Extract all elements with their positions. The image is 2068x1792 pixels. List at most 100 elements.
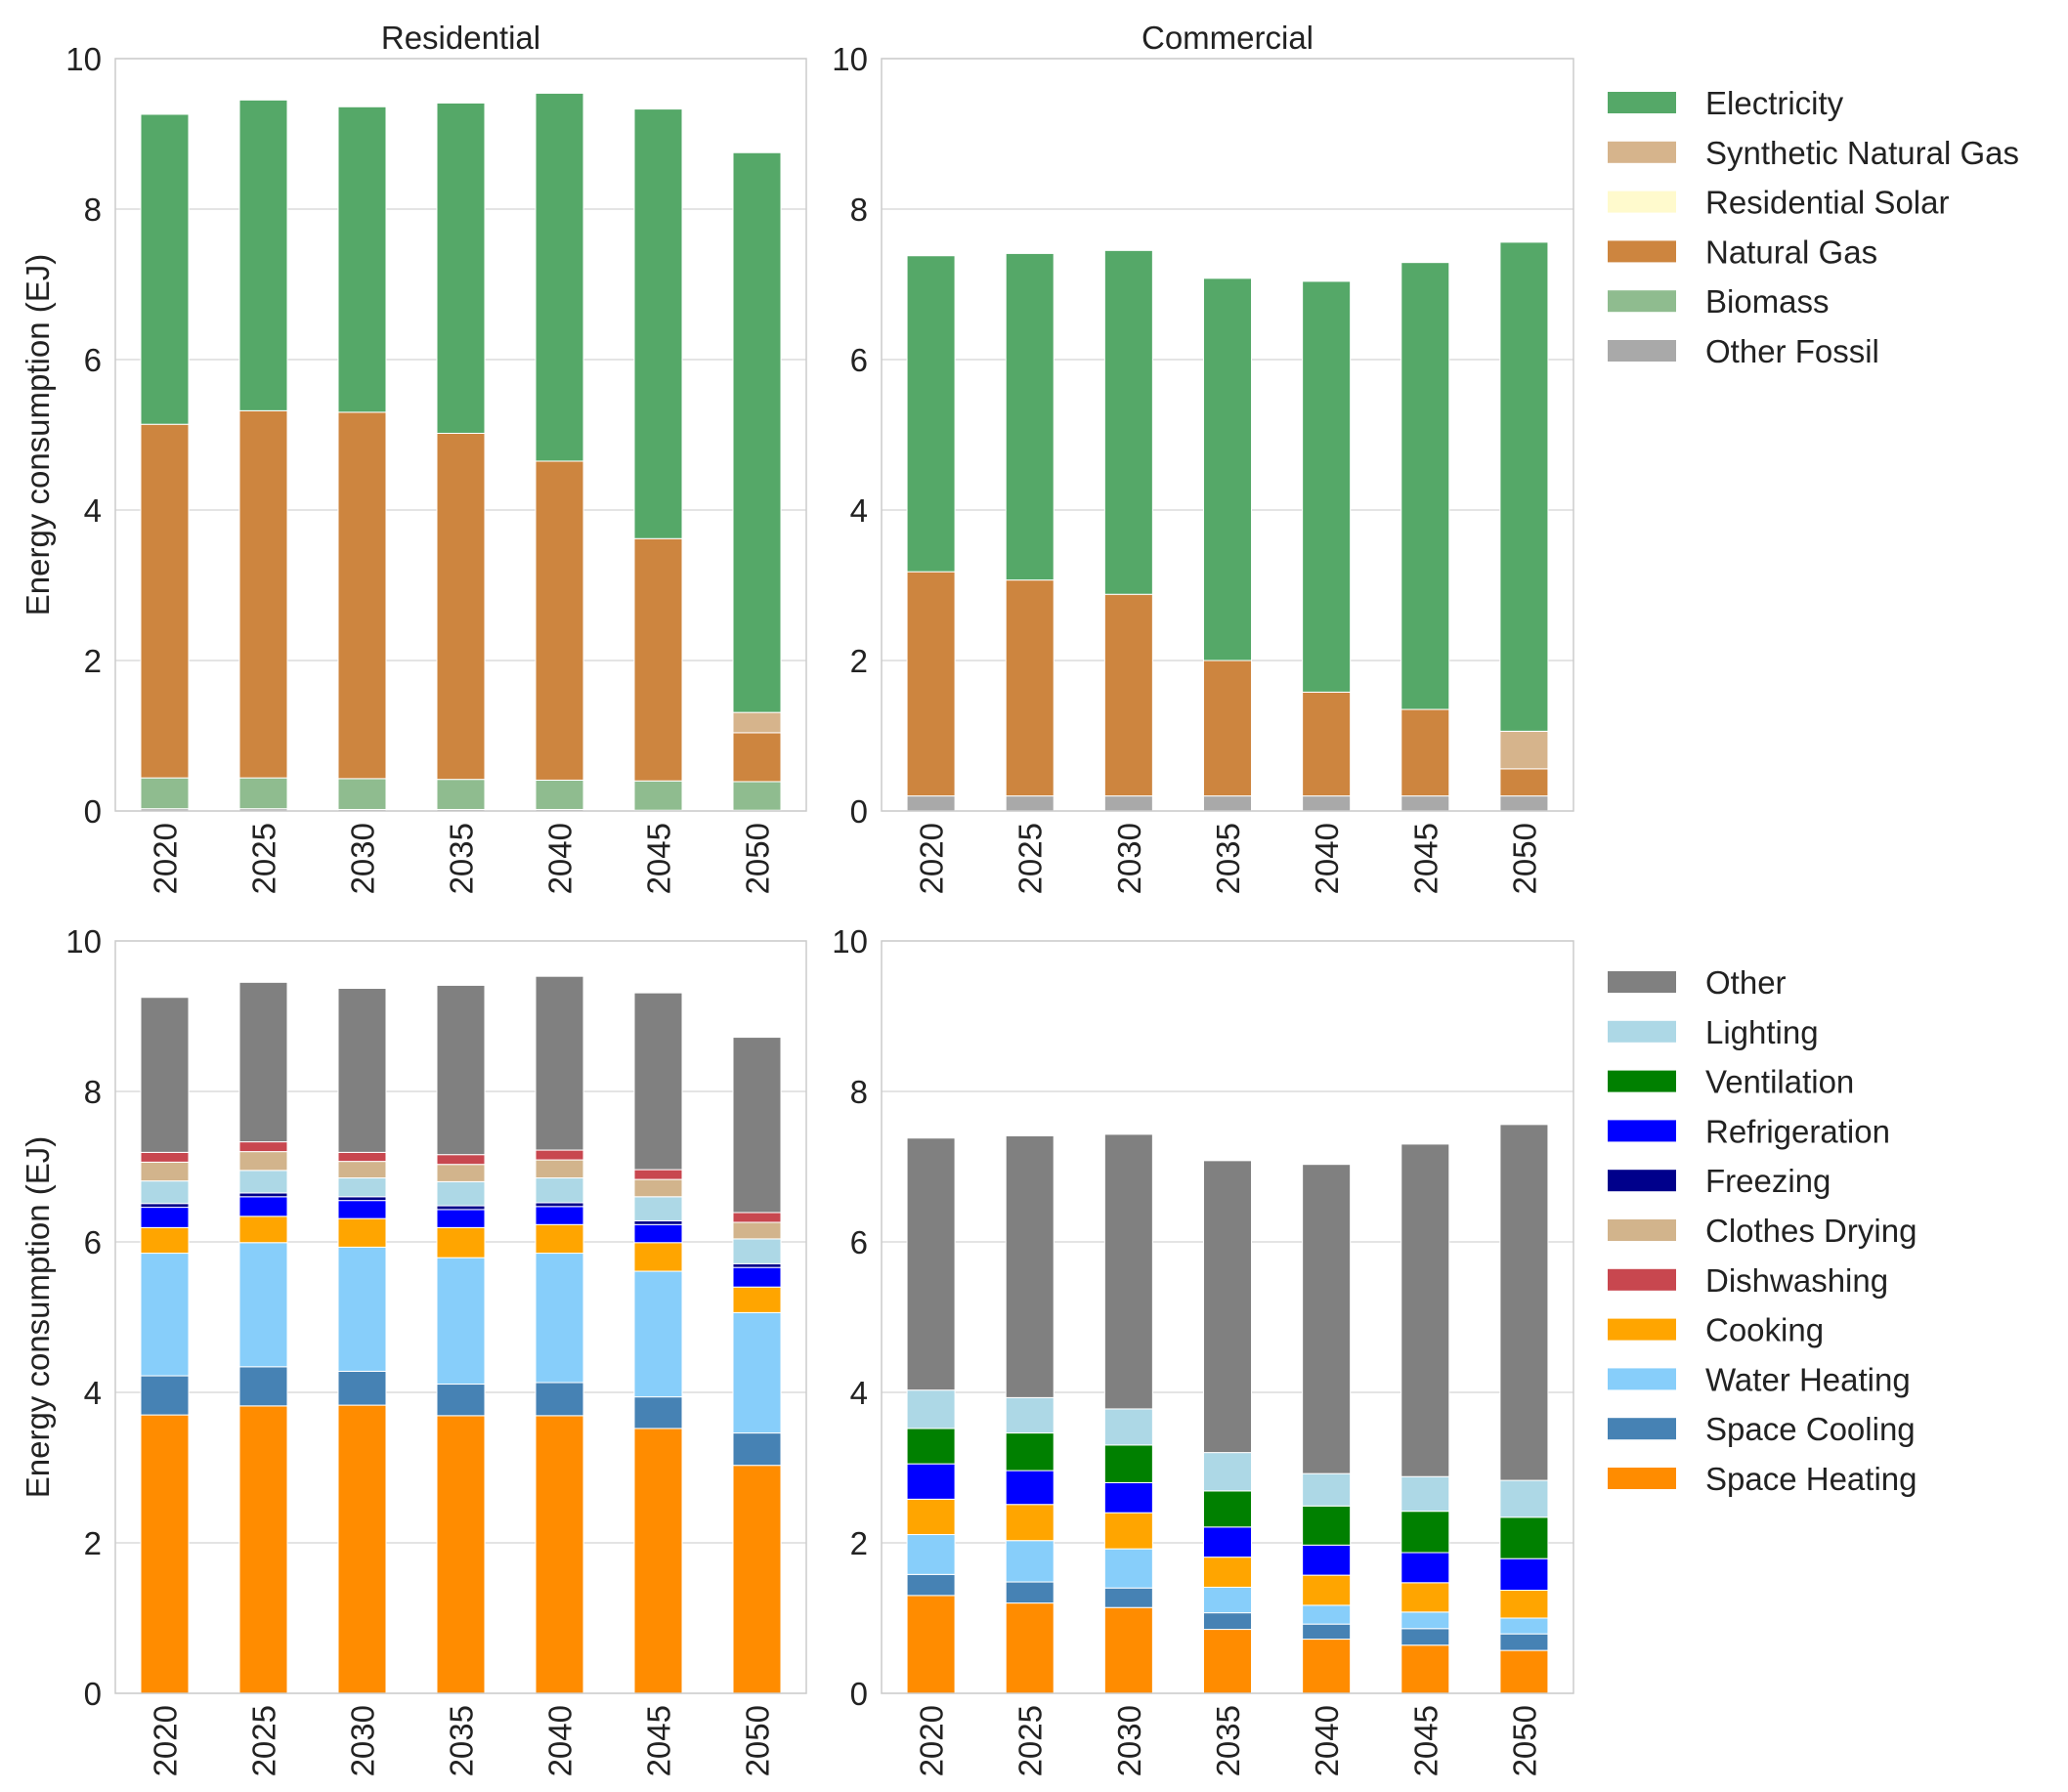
bar-segment-water-heating bbox=[1302, 1604, 1352, 1625]
bar-segment-refrigeration bbox=[906, 1463, 956, 1500]
bar-segment-space-heating bbox=[436, 1415, 486, 1694]
panel-commercial-enduse: 0 2 4 6 8 10 2020 2025 2030 2035 2040 2045 2050 bbox=[832, 923, 1574, 1776]
x-tick-label: 2030 bbox=[1111, 1705, 1147, 1776]
legend-label-other: Other bbox=[1705, 964, 1787, 1001]
x-tick-label: 2020 bbox=[148, 1705, 184, 1776]
y-tick-label: 10 bbox=[832, 923, 868, 960]
y-tick-label: 10 bbox=[65, 923, 102, 960]
bar-segment-biomass bbox=[535, 779, 584, 810]
legend-swatch-refrigeration bbox=[1608, 1120, 1676, 1142]
bar-segment-cooking bbox=[535, 1223, 584, 1255]
legend-swatch-space-heating bbox=[1608, 1468, 1676, 1489]
bar-segment-electricity bbox=[436, 102, 486, 434]
bar-segment-water-heating bbox=[436, 1257, 486, 1386]
bar-segment-lighting bbox=[1400, 1475, 1450, 1513]
bar-segment-dishwashing bbox=[633, 1169, 683, 1180]
y-tick-label: 2 bbox=[84, 1525, 102, 1561]
bar-segment-electricity bbox=[906, 255, 956, 573]
bar-segment-biomass bbox=[238, 777, 288, 810]
bar-segment-other-fossil bbox=[1302, 795, 1352, 812]
bar-segment-lighting bbox=[140, 1180, 190, 1205]
bar-segment-freezing bbox=[732, 1262, 782, 1268]
legend-swatch-freezing bbox=[1608, 1170, 1676, 1192]
legend-swatch-water-heating bbox=[1608, 1368, 1676, 1390]
bar-segment-space-heating bbox=[238, 1405, 288, 1694]
legend-swatch-ventilation bbox=[1608, 1070, 1676, 1092]
bar-segment-space-heating bbox=[1400, 1644, 1450, 1694]
bar-segment-electricity bbox=[535, 92, 584, 462]
y-tick-label: 10 bbox=[832, 41, 868, 77]
bar-segment-other bbox=[1302, 1164, 1352, 1474]
bar-segment-natural-gas bbox=[140, 423, 190, 779]
bar-segment-lighting bbox=[436, 1180, 486, 1207]
y-tick-label: 6 bbox=[850, 342, 868, 378]
y-tick-label: 6 bbox=[84, 1224, 102, 1260]
bar-segment-clothes-drying bbox=[535, 1159, 584, 1179]
legend-swatch-other-fossil bbox=[1608, 340, 1676, 362]
bar-segment-other-fossil bbox=[1499, 795, 1549, 812]
x-tick-label: 2020 bbox=[148, 823, 184, 894]
bar-segment-refrigeration bbox=[633, 1223, 683, 1244]
bar-segment-ventilation bbox=[1203, 1490, 1252, 1528]
bar-segment-cooking bbox=[732, 1286, 782, 1313]
bar-segment-cooking bbox=[238, 1216, 288, 1244]
bar-segment-electricity bbox=[140, 113, 190, 425]
bar-segment-natural-gas bbox=[1499, 768, 1549, 797]
bar-segment-clothes-drying bbox=[140, 1161, 190, 1182]
bar-segment-other-fossil bbox=[1203, 795, 1252, 812]
bar-segment-lighting bbox=[906, 1389, 956, 1429]
y-tick-label: 6 bbox=[84, 342, 102, 378]
bar-segment-other bbox=[1400, 1143, 1450, 1477]
bar-segment-space-cooling bbox=[337, 1370, 387, 1406]
bar-segment-water-heating bbox=[1499, 1617, 1549, 1635]
panel-residential-fuel: 0 2 4 6 8 10 2020 2025 2030 2035 2040 2045 2050 Resid… bbox=[20, 20, 807, 894]
bar-segment-refrigeration bbox=[436, 1209, 486, 1228]
bar-segment-biomass bbox=[436, 779, 486, 810]
bar-segment-ventilation bbox=[1499, 1516, 1549, 1559]
bar-segment-lighting bbox=[1203, 1452, 1252, 1492]
bar-segment-other bbox=[1499, 1124, 1549, 1481]
bar-segment-space-cooling bbox=[535, 1382, 584, 1417]
bar-segment-water-heating bbox=[238, 1242, 288, 1368]
y-tick-label: 2 bbox=[84, 643, 102, 679]
y-tick-label: 8 bbox=[850, 192, 868, 228]
bar-segment-lighting bbox=[633, 1196, 683, 1221]
bar-segment-ventilation bbox=[1302, 1505, 1352, 1546]
bar-segment-other bbox=[337, 988, 387, 1153]
bar-segment-ventilation bbox=[1103, 1444, 1153, 1483]
bar-segment-space-cooling bbox=[732, 1432, 782, 1467]
bar-segment-biomass bbox=[633, 780, 683, 811]
bar-segment-electricity bbox=[1103, 249, 1153, 595]
bar-segment-space-heating bbox=[1499, 1649, 1549, 1694]
bar-segment-space-cooling bbox=[1203, 1612, 1252, 1631]
bar-segment-dishwashing bbox=[732, 1212, 782, 1223]
bar-segment-biomass bbox=[732, 781, 782, 811]
bar-segment-natural-gas bbox=[1302, 691, 1352, 797]
bar-segment-space-cooling bbox=[1302, 1623, 1352, 1641]
x-tick-label: 2035 bbox=[444, 823, 480, 894]
x-tick-label: 2030 bbox=[345, 1705, 381, 1776]
bar-segment-cooking bbox=[906, 1498, 956, 1536]
bar-segment-electricity bbox=[337, 106, 387, 413]
y-tick-label: 0 bbox=[850, 793, 868, 830]
bar-segment-space-cooling bbox=[1103, 1587, 1153, 1608]
legend-enduse: Other Lighting Ventilation Refrigeration Fre… bbox=[1608, 964, 1917, 1497]
bar-segment-water-heating bbox=[140, 1253, 190, 1377]
bar-segment-electricity bbox=[732, 151, 782, 713]
bar-segment-natural-gas bbox=[436, 432, 486, 781]
bar-segment-clothes-drying bbox=[732, 1221, 782, 1240]
x-tick-label: 2035 bbox=[444, 1705, 480, 1776]
bar-segment-clothes-drying bbox=[436, 1164, 486, 1182]
bar-segment-freezing bbox=[238, 1192, 288, 1198]
bar-segment-natural-gas bbox=[238, 409, 288, 779]
bar-segment-refrigeration bbox=[1203, 1526, 1252, 1558]
bar-segment-refrigeration bbox=[1302, 1544, 1352, 1576]
bar-segment-water-heating bbox=[633, 1270, 683, 1398]
bar-segment-refrigeration bbox=[1400, 1552, 1450, 1584]
bar-segment-lighting bbox=[732, 1238, 782, 1264]
bar-segment-other bbox=[732, 1037, 782, 1214]
x-tick-label: 2050 bbox=[740, 1705, 776, 1776]
bar-segment-space-cooling bbox=[1005, 1581, 1055, 1604]
bar-segment-other bbox=[238, 981, 288, 1143]
